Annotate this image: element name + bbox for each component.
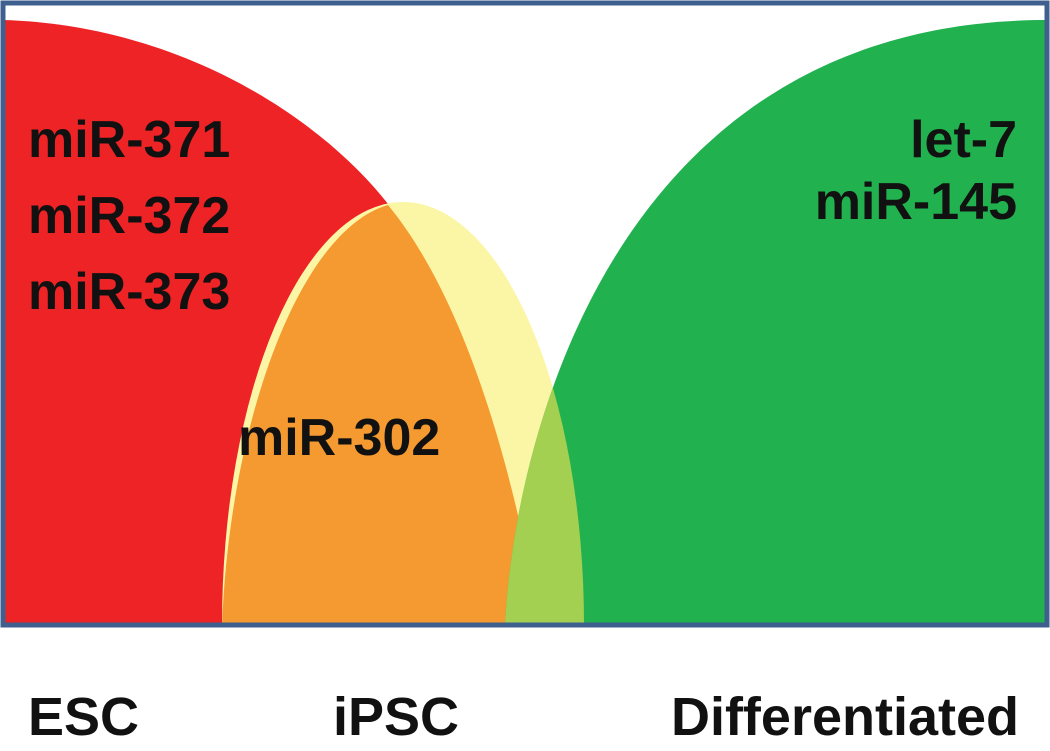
ipsc-region (222, 205, 540, 625)
differentiated-region (505, 20, 1047, 625)
esc-mirna-label: miR-371 (28, 111, 230, 169)
esc-mirna-label: miR-372 (28, 187, 230, 245)
ipsc-mirna-label: miR-302 (238, 409, 440, 467)
esc-mirna-label: miR-373 (28, 263, 230, 321)
stage-label-ipsc: iPSC (333, 687, 459, 747)
differentiated-mirna-label: let-7 (910, 111, 1017, 169)
diagram-frame (0, 0, 1050, 628)
stage-label-differentiated: Differentiated (671, 687, 1019, 747)
stage-label-esc: ESC (28, 687, 139, 747)
differentiated-mirna-label: miR-145 (815, 173, 1017, 231)
